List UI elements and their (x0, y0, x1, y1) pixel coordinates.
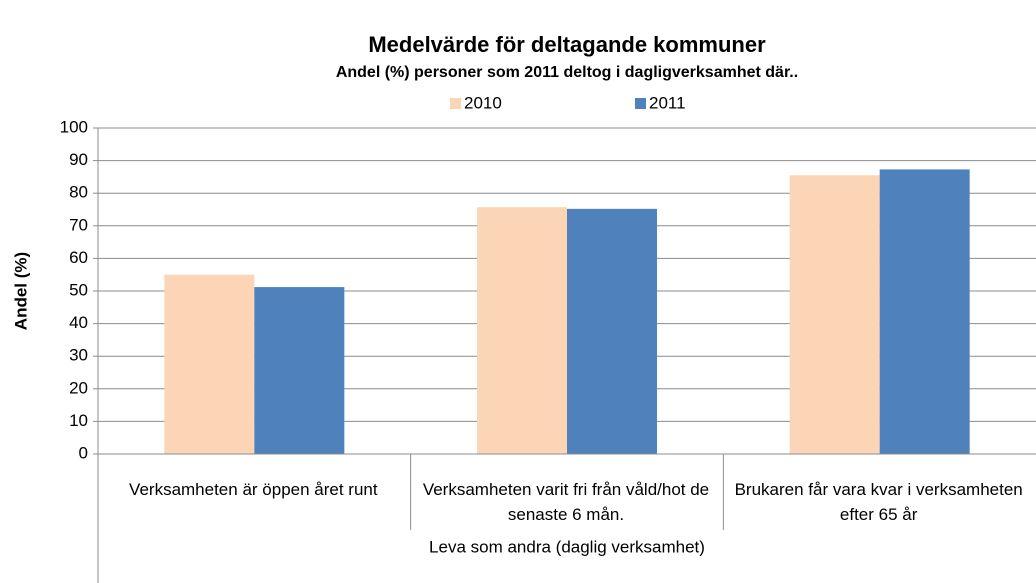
y-tick-label: 40 (69, 313, 88, 332)
bar (789, 175, 880, 454)
y-tick-label: 90 (69, 150, 88, 169)
category-group-label: Leva som andra (daglig verksamhet) (429, 537, 705, 556)
y-tick-label: 60 (69, 248, 88, 267)
y-tick-label: 10 (69, 411, 88, 430)
legend-label: 2011 (649, 93, 686, 112)
legend-label: 2010 (464, 93, 502, 112)
y-tick-label: 100 (60, 117, 88, 136)
y-tick-label: 80 (69, 183, 88, 202)
x-tick-label: Verksamheten varit fri från våld/hot de … (422, 480, 710, 524)
y-axis-label: Andel (%) (11, 252, 30, 330)
bar (477, 207, 567, 454)
legend-swatch (450, 98, 461, 109)
bar (567, 208, 657, 454)
bar (879, 169, 970, 455)
chart-title: Medelvärde för deltagande kommuner (368, 32, 766, 57)
bar (254, 287, 345, 454)
y-tick-label: 50 (69, 280, 88, 299)
y-tick-label: 0 (79, 443, 88, 462)
y-tick-label: 30 (69, 346, 88, 365)
x-tick-label: Brukaren får vara kvar i verksamheten ef… (734, 480, 1023, 524)
y-tick-label: 70 (69, 215, 88, 234)
bar (164, 274, 255, 454)
x-tick-label: Verksamheten är öppen året runt (129, 480, 378, 499)
legend-swatch (635, 98, 646, 109)
y-tick-label: 20 (69, 378, 88, 397)
chart-subtitle: Andel (%) personer som 2011 deltog i dag… (336, 64, 798, 81)
